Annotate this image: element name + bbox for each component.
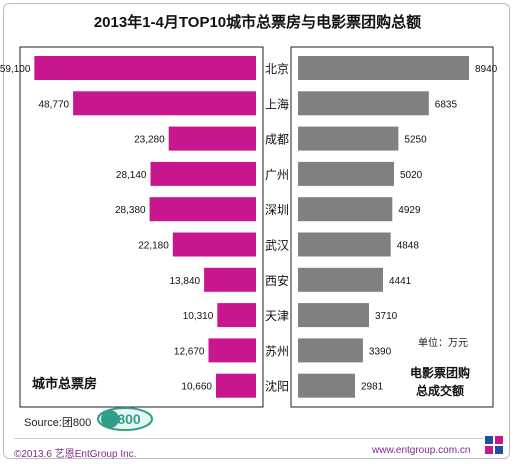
box-office-bar bbox=[73, 91, 256, 116]
chart-title: 2013年1-4月TOP10城市总票房与电影票团购总额 bbox=[93, 14, 422, 31]
box-office-value-label: 28,380 bbox=[115, 205, 146, 216]
box-office-value-label: 10,310 bbox=[183, 311, 214, 322]
box-office-bar bbox=[216, 373, 256, 398]
group-buy-bar bbox=[298, 267, 383, 292]
box-office-value-label: 13,840 bbox=[170, 276, 201, 287]
group-buy-value-label: 8940 bbox=[475, 64, 498, 75]
box-office-value-label: 59,100 bbox=[0, 64, 31, 75]
city-label: 天津 bbox=[265, 309, 289, 323]
group-buy-bar bbox=[298, 338, 363, 363]
city-label: 沈阳 bbox=[265, 379, 289, 394]
box-office-value-label: 23,280 bbox=[134, 135, 165, 146]
group-buy-bar bbox=[298, 126, 399, 151]
box-office-bar bbox=[168, 126, 256, 151]
source-text: Source:团800 bbox=[24, 417, 92, 429]
box-office-value-label: 10,660 bbox=[181, 382, 212, 393]
city-label: 成都 bbox=[265, 133, 289, 147]
right-panel-label-line2: 总成交额 bbox=[416, 383, 464, 398]
box-office-bar bbox=[217, 303, 256, 328]
group-buy-value-label: 3710 bbox=[375, 311, 398, 322]
city-label: 深圳 bbox=[265, 203, 289, 217]
tuan800-logo: 800 bbox=[97, 407, 153, 431]
footer-copyright: ©2013.6 艺恩EntGroup Inc. bbox=[14, 449, 137, 460]
box-office-bar bbox=[149, 197, 256, 222]
city-label: 北京 bbox=[265, 62, 289, 76]
group-buy-value-label: 4848 bbox=[397, 241, 420, 252]
tuan800-logo-text: 800 bbox=[117, 411, 141, 427]
group-buy-bar bbox=[298, 373, 355, 398]
box-office-bar bbox=[208, 338, 256, 363]
city-label: 苏州 bbox=[265, 344, 289, 358]
footer-url[interactable]: www.entgroup.com.cn bbox=[372, 445, 471, 456]
group-buy-value-label: 3390 bbox=[369, 346, 392, 357]
box-office-value-label: 22,180 bbox=[138, 241, 169, 252]
group-buy-bar bbox=[298, 303, 369, 328]
group-buy-value-label: 6835 bbox=[435, 99, 458, 110]
box-office-value-label: 48,770 bbox=[39, 99, 70, 110]
box-office-bar bbox=[150, 161, 256, 186]
footer-divider bbox=[14, 438, 484, 439]
city-label: 西安 bbox=[265, 273, 289, 288]
group-buy-bar bbox=[298, 161, 394, 186]
group-buy-value-label: 5020 bbox=[400, 170, 423, 181]
group-buy-value-label: 2981 bbox=[361, 382, 384, 393]
group-buy-value-label: 4441 bbox=[389, 276, 412, 287]
chart-frame bbox=[3, 3, 510, 459]
entgroup-logo-icon bbox=[485, 436, 503, 454]
box-office-value-label: 12,670 bbox=[174, 346, 205, 357]
right-panel-label-line1: 电影票团购 bbox=[410, 365, 470, 380]
group-buy-bar bbox=[298, 56, 469, 80]
left-panel-label: 城市总票房 bbox=[32, 376, 97, 391]
group-buy-bar bbox=[298, 197, 393, 222]
box-office-bar bbox=[172, 232, 256, 257]
group-buy-bar bbox=[298, 232, 391, 257]
box-office-bar bbox=[204, 267, 256, 292]
city-label: 武汉 bbox=[265, 239, 289, 253]
group-buy-value-label: 5250 bbox=[404, 135, 427, 146]
city-label: 上海 bbox=[265, 96, 289, 111]
unit-label: 单位：万元 bbox=[418, 336, 468, 349]
group-buy-value-label: 4929 bbox=[398, 205, 421, 216]
city-label: 广州 bbox=[265, 168, 289, 182]
box-office-value-label: 28,140 bbox=[116, 170, 147, 181]
group-buy-bar bbox=[298, 91, 429, 116]
box-office-bar bbox=[34, 56, 257, 80]
